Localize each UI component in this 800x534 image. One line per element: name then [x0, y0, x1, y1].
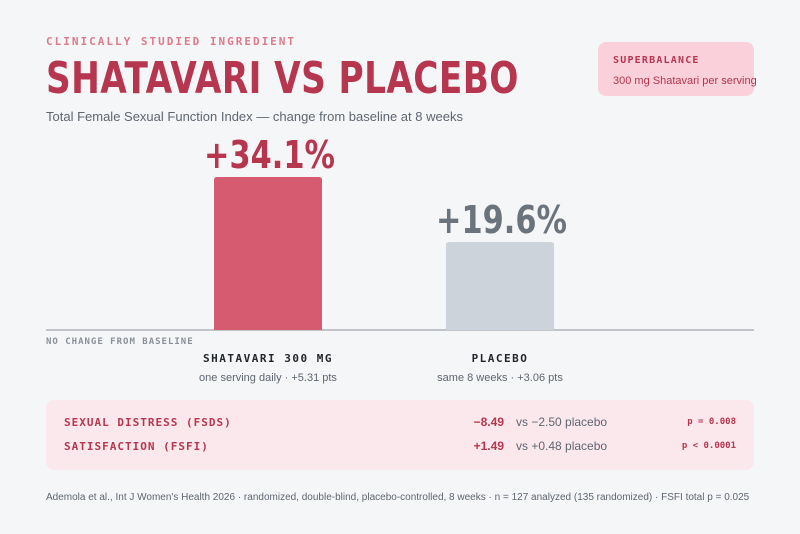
stat-p-value: p < 0.0001	[681, 441, 736, 451]
stat-row-satisfaction: SATISFACTION (FSFI) +1.49 vs +0.48 place…	[46, 438, 754, 458]
baseline-label: NO CHANGE FROM BASELINE	[46, 337, 194, 347]
category-subtitle: same 8 weeks · +3.06 pts	[437, 372, 563, 384]
badge-subtitle: 300 mg Shatavari per serving	[613, 75, 757, 87]
category-label: SHATAVARI 300 MG	[203, 352, 333, 365]
stat-row-distress: SEXUAL DISTRESS (FSDS) −8.49 vs −2.50 pl…	[46, 414, 754, 434]
category-subtitle: one serving daily · +5.31 pts	[199, 372, 337, 384]
stat-value: +1.49	[473, 439, 504, 453]
stat-comparison: vs −2.50 placebo	[516, 415, 608, 429]
citation-footer: Ademola et al., Int J Women's Health 202…	[46, 492, 750, 503]
stat-value: −8.49	[473, 415, 504, 429]
category-label: PLACEBO	[471, 352, 529, 365]
chart-subtitle: Total Female Sexual Function Index — cha…	[46, 109, 463, 124]
bar-value-label: +34.1%	[204, 133, 335, 177]
bar-placebo	[446, 242, 554, 330]
eyebrow-label: CLINICALLY STUDIED INGREDIENT	[46, 35, 297, 48]
stat-p-value: p = 0.008	[687, 417, 736, 427]
secondary-outcomes-panel: SEXUAL DISTRESS (FSDS) −8.49 vs −2.50 pl…	[46, 400, 754, 470]
stat-label: SEXUAL DISTRESS (FSDS)	[64, 416, 232, 429]
bar-value-label: +19.6%	[436, 198, 567, 243]
category-placebo: PLACEBO same 8 weeks · +3.06 pts	[400, 352, 600, 384]
product-badge: SUPERBALANCE 300 mg Shatavari per servin…	[598, 42, 757, 96]
page-title: SHATAVARI VS PLACEBO	[46, 53, 519, 104]
badge-title: SUPERBALANCE	[613, 55, 700, 66]
stat-comparison: vs +0.48 placebo	[516, 439, 608, 453]
stat-label: SATISFACTION (FSFI)	[64, 440, 209, 453]
bar-shatavari	[214, 177, 322, 330]
category-shatavari: SHATAVARI 300 MG one serving daily · +5.…	[168, 352, 368, 384]
